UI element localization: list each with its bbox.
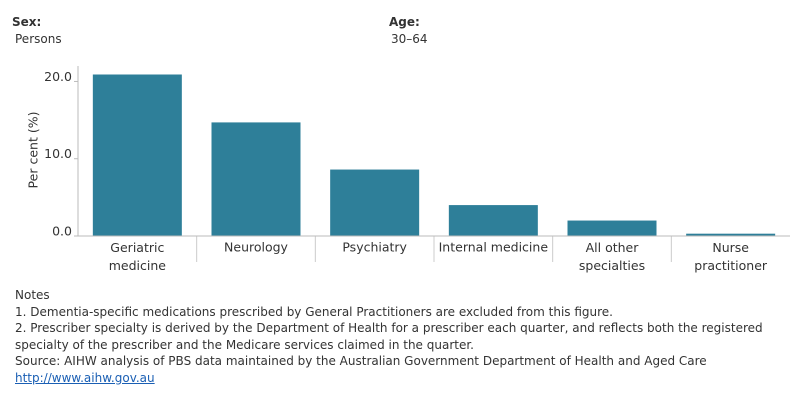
bar [330,169,420,236]
chart: Per cent (%) 0.0 10.0 20.0 Geriatric medicin… [26,66,790,273]
bar [686,233,776,236]
source-link[interactable]: http://www.aihw.gov.au [15,370,155,385]
notes: Notes 1. Dementia-specific medications p… [15,287,790,386]
filter-sex: Sex: Persons [12,15,62,46]
bar [567,220,657,236]
y-tick-label: 20.0 [44,69,72,84]
bar [448,205,538,236]
filter-age: Age: 30–64 [389,15,428,46]
x-tick-label: Geriatric medicine [109,240,167,273]
x-tick-label: Internal medicine [439,240,549,255]
x-tick-label: Nurse practitioner [694,240,768,273]
filter-label: Age: [389,15,420,29]
y-tick-label: 10.0 [44,146,72,161]
y-axis-title: Per cent (%) [26,112,41,189]
bar [211,122,301,236]
y-tick-label: 0.0 [52,224,72,239]
note-line: 2. Prescriber specialty is derived by th… [15,321,763,352]
note-line: Source: AIHW analysis of PBS data mainta… [15,354,707,368]
note-line: 1. Dementia-specific medications prescri… [15,304,613,319]
filter-value: Persons [15,32,62,46]
x-tick-label: All other specialties [579,240,645,273]
x-tick-label: Psychiatry [342,240,407,255]
x-tick-label: Neurology [224,240,289,255]
notes-title: Notes [15,288,50,302]
bar [92,74,182,236]
filter-label: Sex: [12,15,42,29]
filter-value: 30–64 [391,32,428,46]
